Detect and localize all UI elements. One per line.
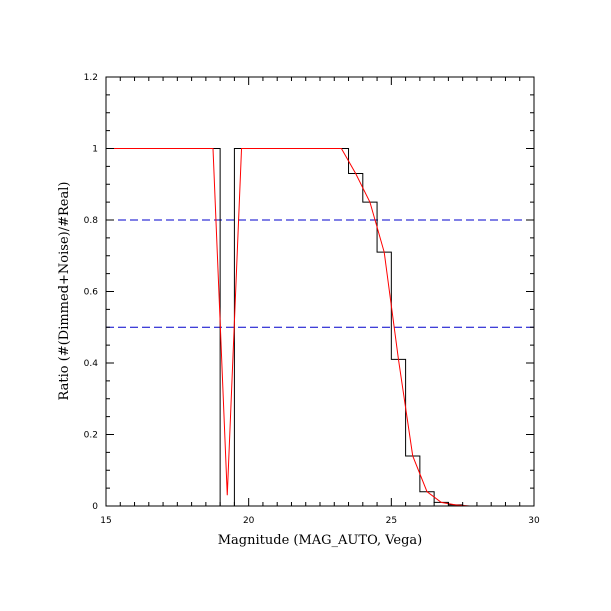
x-tick-label: 25 [386,516,397,526]
x-axis-title: Magnitude (MAG_AUTO, Vega) [218,533,423,548]
y-tick-label: 1.2 [84,73,98,83]
x-tick-label: 20 [243,516,255,526]
y-tick-label: 1 [92,145,98,155]
y-tick-label: 0.8 [84,216,99,226]
data-layer [106,148,534,507]
x-tick-label: 30 [528,516,540,526]
y-tick-label: 0.2 [84,431,98,441]
y-axis-title: Ratio (#(Dimmed+Noise)/#Real) [57,182,72,401]
x-tick-label: 15 [100,516,111,526]
y-tick-label: 0.6 [84,288,99,298]
y-tick-label: 0.4 [84,359,99,369]
y-tick-label: 0 [92,502,98,512]
plot-frame [105,76,535,507]
axes-layer: 15 20 25 30 0 0.2 0.4 0.6 0.8 1 1.2 [84,73,540,526]
